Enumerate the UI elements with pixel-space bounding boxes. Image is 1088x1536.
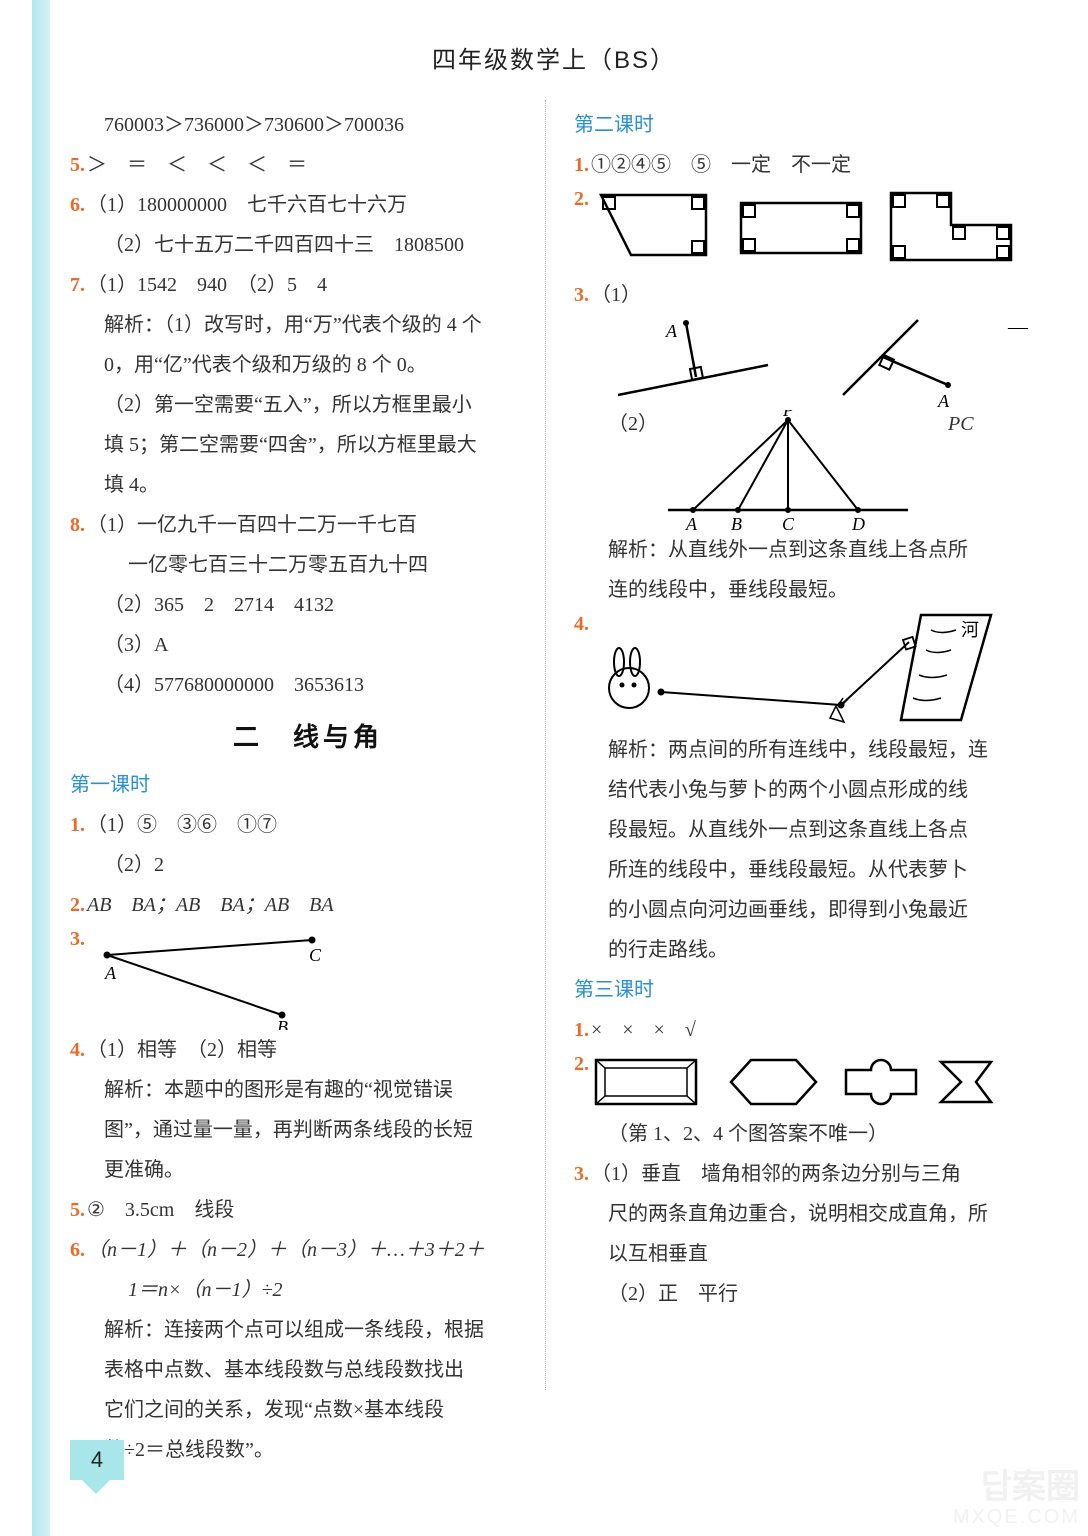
qnum-1: 1. (70, 814, 85, 836)
text: 的行走路线。 (574, 930, 1038, 970)
text: ＞ ＝ ＜ ＜ ＜ ＝ (87, 154, 307, 176)
svg-text:—: — (1007, 316, 1029, 338)
qnum-7: 7. (70, 274, 85, 296)
qnum-s3-1: 1. (574, 1019, 589, 1041)
svg-text:A: A (685, 514, 698, 530)
text: 连的线段中，垂线段最短。 (574, 570, 1038, 610)
text: 图”，通过量一量，再判断两条线段的长短 (70, 1110, 546, 1150)
watermark-line1: 답案圈 (953, 1469, 1080, 1506)
text: （3）A (70, 625, 546, 665)
qnum-4: 4. (70, 1039, 85, 1061)
qnum-r2: 2. (574, 185, 589, 213)
qnum-s3-2: 2. (574, 1050, 589, 1078)
text: （4）577680000000 3653613 (70, 665, 546, 705)
left-column: 760003＞736000＞730600＞700036 5.＞ ＝ ＜ ＜ ＜ … (70, 105, 546, 1425)
diagram-perpendicular-pair: A A — (608, 315, 1038, 410)
text: （1） (591, 284, 641, 306)
page-number-badge: 4 (70, 1440, 124, 1480)
watermark-line2: MXQE.COM (953, 1506, 1080, 1528)
qnum-5: 5. (70, 154, 85, 176)
text: （2）2 (70, 845, 546, 885)
text: 0，用“亿”代表个级和万级的 8 个 0。 (70, 345, 546, 385)
svg-text:A: A (665, 321, 678, 341)
lesson-heading: 第二课时 (574, 105, 1038, 145)
qnum-6: 6. (70, 194, 85, 216)
text: 填 5；第二空需要“四舍”，所以方框里最大 (70, 425, 546, 465)
svg-text:河: 河 (961, 620, 979, 640)
qnum-r3: 3. (574, 284, 589, 306)
text: ② 3.5cm 线段 (87, 1199, 234, 1221)
svg-text:P: P (782, 410, 794, 420)
qnum-5b: 5. (70, 1199, 85, 1221)
text: 解析：两点间的所有连线中，线段最短，连 (574, 730, 1038, 770)
text: （1）相等 （2）相等 (87, 1039, 277, 1061)
text: （2）365 2 2714 4132 (70, 585, 546, 625)
text: （1）垂直 墙角相邻的两条边分别与三角 (591, 1163, 961, 1185)
text: 段最短。从直线外一点到这条直线上各点 (574, 810, 1038, 850)
svg-text:A: A (937, 391, 950, 410)
svg-text:A: A (104, 963, 117, 983)
qnum-r4: 4. (574, 610, 589, 638)
text: （1）⑤ ③⑥ ①⑦ (87, 814, 277, 836)
text: （2）第一空需要“五入”，所以方框里最小 (70, 385, 546, 425)
text: （n－1）＋（n－2）＋（n－3）＋…＋3＋2＋ (87, 1239, 485, 1261)
text: 结代表小兔与萝卜的两个小圆点形成的线 (574, 770, 1038, 810)
text: 它们之间的关系，发现“点数×基本线段 (70, 1390, 546, 1430)
qnum-2: 2. (70, 894, 85, 916)
text: 所连的线段中，垂线段最短。从代表萝卜 (574, 850, 1038, 890)
diagram-rabbit-river: 河 (591, 610, 1011, 730)
page-title: 四年级数学上（BS） (70, 40, 1038, 75)
text: 填 4。 (70, 465, 546, 505)
text: ①②④⑤ ⑤ 一定 不一定 (591, 154, 851, 176)
diagram-triangle-p-abcd: P A B C D (658, 410, 918, 530)
watermark: 답案圈 MXQE.COM (953, 1469, 1080, 1528)
column-divider (545, 100, 546, 1390)
right-column: 第二课时 1.①②④⑤ ⑤ 一定 不一定 2. (556, 105, 1038, 1425)
text: AB BA；AB BA；AB BA (87, 894, 334, 916)
text: 解析：连接两个点可以组成一条线段，根据 (70, 1310, 546, 1350)
svg-text:C: C (309, 945, 322, 965)
text: （1）1542 940 （2）5 4 (87, 274, 327, 296)
svg-text:B: B (731, 514, 742, 530)
diagram-right-angle-shapes (591, 185, 1021, 275)
svg-text:B: B (277, 1017, 288, 1030)
text: 解析：本题中的图形是有趣的“视觉错误 (70, 1070, 546, 1110)
text: （1）一亿九千一百四十二万一千七百 (87, 514, 417, 536)
qnum-8: 8. (70, 514, 85, 536)
text: 更准确。 (70, 1150, 546, 1190)
label: （2） (608, 410, 658, 438)
qnum-3: 3. (70, 925, 85, 953)
text: PC (948, 410, 974, 438)
text: 760003＞736000＞730600＞700036 (70, 105, 546, 145)
diagram-four-shapes (591, 1050, 1021, 1114)
text: （1）180000000 七千六百七十六万 (87, 194, 407, 216)
text: （2）正 平行 (574, 1274, 1038, 1314)
diagram-triangle-abc: A C B (87, 925, 347, 1030)
text: （第 1、2、4 个图答案不唯一） (574, 1114, 1038, 1154)
svg-text:C: C (782, 514, 795, 530)
text: 一亿零七百三十二万零五百九十四 (70, 545, 546, 585)
text: 解析：（1）改写时，用“万”代表个级的 4 个 (70, 305, 546, 345)
qnum-s3-3: 3. (574, 1163, 589, 1185)
text: 1＝n×（n－1）÷2 (128, 1279, 282, 1301)
section-title: 二 线与角 (70, 711, 546, 763)
lesson-heading: 第一课时 (70, 765, 546, 805)
lesson-heading: 第三课时 (574, 970, 1038, 1010)
text: 的小圆点向河边画垂线，即得到小兔最近 (574, 890, 1038, 930)
svg-text:D: D (851, 514, 865, 530)
text: 以互相垂直 (574, 1234, 1038, 1274)
text: 表格中点数、基本线段数与总线段数找出 (70, 1350, 546, 1390)
qnum-6b: 6. (70, 1239, 85, 1261)
text: 尺的两条直角边重合，说明相交成直角，所 (574, 1194, 1038, 1234)
text: 数÷2＝总线段数”。 (70, 1430, 546, 1470)
qnum-r1: 1. (574, 154, 589, 176)
text: （2）七十五万二千四百四十三 1808500 (70, 225, 546, 265)
text: 解析：从直线外一点到这条直线上各点所 (574, 530, 1038, 570)
text: × × × √ (591, 1019, 696, 1041)
